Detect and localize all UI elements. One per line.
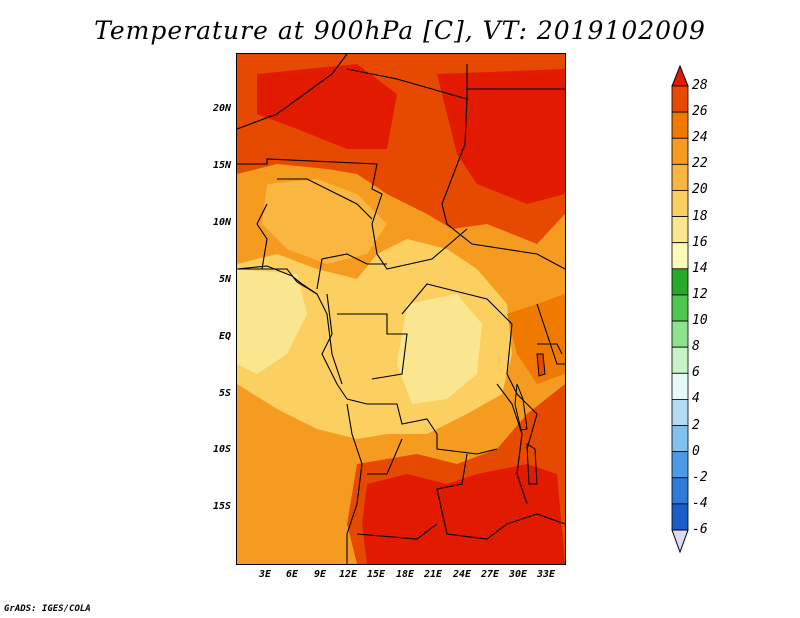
colorbar-swatch [671, 399, 689, 426]
region-north-hot-2 [437, 69, 565, 204]
lake-icon [526, 443, 538, 485]
lon-tick-label: 6E [285, 569, 299, 580]
border-line [356, 523, 438, 540]
region-congo-cool [397, 294, 482, 404]
colorbar-top-arrow [671, 64, 689, 87]
colorbar-swatch [671, 451, 689, 479]
lon-tick-label: 18E [395, 569, 415, 580]
colorbar-tick-label: 4 [692, 391, 700, 407]
colorbar-tick-label: -6 [692, 522, 708, 537]
temperature-map [236, 53, 566, 565]
colorbar-tick-label: 24 [692, 130, 708, 146]
colorbar-tick-label: 16 [692, 234, 708, 250]
border-line [496, 383, 528, 505]
lon-tick-label: 24E [452, 569, 472, 580]
colorbar-swatch [671, 372, 689, 400]
colorbar-tick-label: 2 [692, 417, 700, 433]
border-line [537, 343, 563, 355]
colorbar-tick-label: 6 [692, 365, 700, 381]
colorbar-swatch [671, 85, 689, 113]
coastline [237, 265, 343, 385]
lake-icon [536, 353, 546, 377]
colorbar-swatch [671, 425, 689, 453]
region-east-22-24 [507, 294, 565, 384]
colorbar-tick-label: 18 [692, 208, 708, 224]
colorbar-tick-label: -4 [692, 495, 708, 511]
colorbar-tick-label: 12 [692, 286, 708, 302]
colorbar-tick-label: 14 [692, 260, 708, 276]
lake-icon [514, 383, 528, 431]
chart-title: Temperature at 900hPa [C], VT: 201910200… [94, 16, 706, 45]
colorbar-tick-label: 10 [692, 313, 708, 329]
region-westnorth-20-22 [262, 179, 387, 264]
border-line [316, 253, 387, 290]
colorbar-tick-label: 28 [692, 78, 708, 93]
colorbar-swatch [671, 190, 689, 217]
colorbar-swatch [671, 242, 689, 270]
lat-tick-label: 10S [212, 444, 231, 455]
colorbar-tick-label: 0 [692, 443, 700, 459]
lon-tick-label: 15E [366, 569, 386, 580]
colorbar-swatch [671, 268, 689, 296]
border-line [256, 203, 268, 270]
border-line [367, 438, 403, 475]
lat-tick-label: 15N [212, 160, 231, 171]
lat-tick-label: 10N [212, 217, 231, 228]
colorbar-swatch [671, 137, 689, 165]
lon-tick-label: 9E [313, 569, 327, 580]
lat-tick-label: 15S [212, 501, 231, 512]
colorbar-swatch [671, 477, 689, 505]
border-line [536, 303, 565, 365]
region-north-hot-1 [257, 64, 397, 149]
lat-tick-label: 5S [218, 388, 231, 399]
colorbar-tick-label: 22 [692, 156, 708, 172]
colorbar-swatch [671, 111, 689, 139]
colorbar-tick-label: 8 [692, 339, 700, 355]
colorbar-swatch [671, 294, 689, 322]
borders [237, 54, 565, 564]
colorbar-tick-label: 26 [692, 104, 708, 120]
border-line [441, 98, 565, 270]
region-gulf-cool [237, 269, 307, 374]
colorbar-swatch [671, 163, 689, 191]
lon-tick-label: 33E [536, 569, 556, 580]
lat-tick-label: 5N [218, 274, 231, 285]
border-line [346, 398, 498, 455]
border-line [237, 54, 348, 130]
border-line [277, 178, 373, 220]
border-line [436, 453, 565, 540]
lon-tick-label: 27E [480, 569, 500, 580]
colorbar-swatch [671, 346, 689, 374]
border-line [346, 64, 468, 100]
lon-tick-label: 30E [508, 569, 528, 580]
lon-tick-label: 21E [423, 569, 443, 580]
colorbar-swatch [671, 320, 689, 348]
colorbar-bottom-arrow [671, 529, 689, 554]
border-line [371, 223, 468, 270]
lon-tick-label: 3E [258, 569, 272, 580]
coastline [346, 403, 363, 564]
border-line [321, 293, 348, 400]
lat-tick-label: EQ [218, 331, 231, 342]
border-line [337, 313, 408, 380]
lon-tick-label: 12E [338, 569, 358, 580]
colorbar-tick-label: 20 [692, 182, 708, 198]
border-line [401, 283, 513, 325]
colorbar-swatch [671, 503, 689, 531]
colorbar-swatch [671, 216, 689, 244]
border-line [506, 323, 538, 450]
lat-tick-label: 20N [212, 103, 231, 114]
border-line [237, 158, 383, 225]
map-canvas [237, 54, 565, 564]
colorbar-tick-label: -2 [692, 469, 708, 485]
credit-text: GrADS: IGES/COLA [4, 604, 91, 614]
